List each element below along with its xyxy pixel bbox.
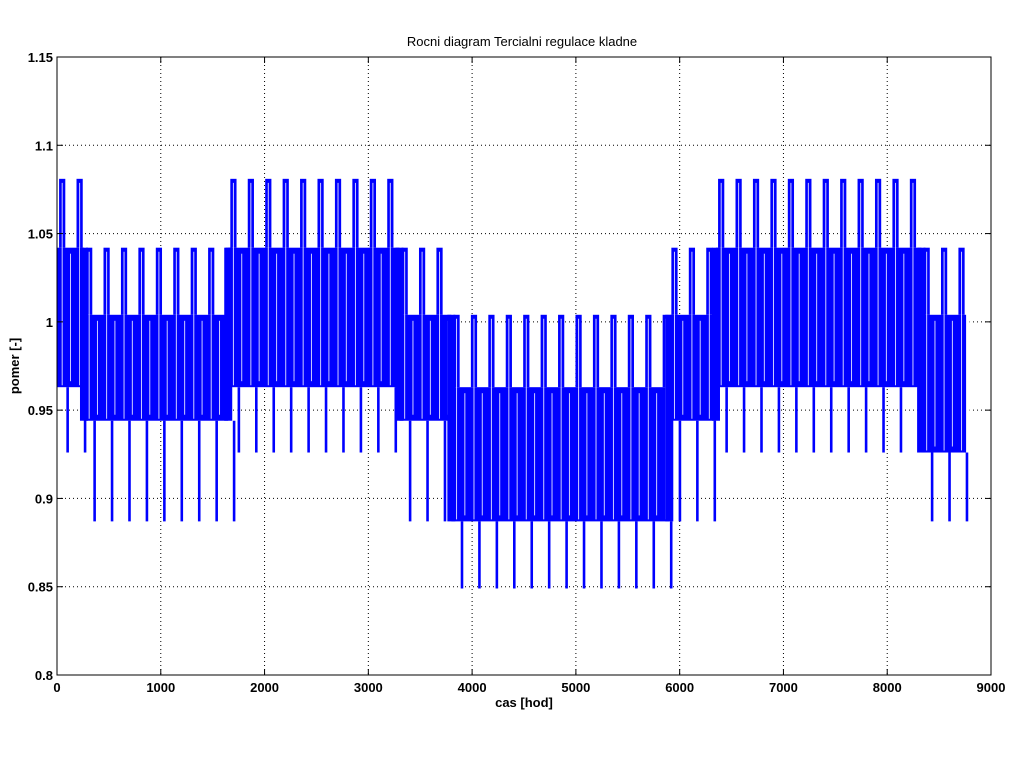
y-tick-label: 1 <box>46 315 53 330</box>
series-spike-down <box>342 387 345 453</box>
series-spike-down <box>652 521 656 589</box>
series-spike-down <box>512 521 516 589</box>
series-spike-down <box>272 387 276 453</box>
series-spike-down <box>426 420 429 522</box>
series-spike-down <box>530 521 534 589</box>
y-tick-label: 1.15 <box>28 50 53 65</box>
series-spike-down <box>965 452 969 522</box>
series-spike-down <box>899 387 903 453</box>
series-band <box>228 247 400 388</box>
series-spike-down <box>180 420 184 522</box>
series-spike-down <box>882 387 885 453</box>
series-spike-down <box>725 387 728 453</box>
series-spike-down <box>669 521 673 589</box>
series-spike-down <box>948 452 951 522</box>
y-tick-label: 1.1 <box>35 138 53 153</box>
series-spike-down <box>713 420 717 522</box>
series-spike-down <box>678 420 682 522</box>
x-tick-labels: 0 1000 2000 3000 4000 5000 6000 7000 8000 9000 <box>53 680 1005 695</box>
series-spike-down <box>145 420 149 522</box>
axis-ticks <box>56 56 992 676</box>
series-spike-down <box>812 387 816 453</box>
y-tick-label: 0.9 <box>35 491 53 506</box>
x-tick-label: 0 <box>53 680 60 695</box>
series-band <box>399 314 452 421</box>
series-spike-down <box>128 420 131 522</box>
series-spike-down <box>359 387 363 453</box>
series-spike-down <box>163 420 166 522</box>
series-spike-down <box>777 387 781 453</box>
series-band <box>451 387 670 522</box>
series-band <box>83 314 229 421</box>
series-spike-down <box>760 387 763 453</box>
series-spike-down <box>547 521 551 589</box>
series-spike-down <box>635 521 638 589</box>
series-spike-down <box>110 420 114 522</box>
series-spike-down <box>478 521 481 589</box>
x-tick-label: 3000 <box>354 680 383 695</box>
x-axis-title: cas [hod] <box>495 695 553 710</box>
x-tick-label: 4000 <box>458 680 487 695</box>
series-band <box>715 247 922 388</box>
series-spike-down <box>829 387 833 453</box>
series-spike-down <box>847 387 850 453</box>
x-tick-label: 8000 <box>873 680 902 695</box>
y-tick-label: 1.05 <box>28 227 53 242</box>
series-spike-down <box>255 387 258 453</box>
series-spike-down <box>377 387 380 453</box>
series-spike-down <box>66 387 69 453</box>
x-tick-label: 9000 <box>977 680 1006 695</box>
x-tick-label: 6000 <box>665 680 694 695</box>
series-spike-down <box>237 387 241 453</box>
series-spike-down <box>460 521 464 589</box>
series-spike-down <box>215 420 218 522</box>
series-spike-down <box>600 521 603 589</box>
y-tick-label: 0.95 <box>28 403 53 418</box>
series-spike-down <box>408 420 412 522</box>
series-band <box>669 314 716 421</box>
series-spike-down <box>93 420 96 522</box>
x-tick-label: 7000 <box>769 680 798 695</box>
x-tick-label: 5000 <box>561 680 590 695</box>
x-tick-label: 2000 <box>250 680 279 695</box>
series-spike-down <box>742 387 746 453</box>
chart-title: Rocni diagram Tercialni regulace kladne <box>407 34 637 49</box>
axes-box <box>56 56 992 676</box>
y-axis-title: pomer [-] <box>7 338 22 394</box>
series-spike-down <box>443 420 447 522</box>
series-spike-down <box>795 387 798 453</box>
x-tick-label: 1000 <box>146 680 175 695</box>
series-spike-down <box>495 521 499 589</box>
series-spike-down <box>232 420 236 522</box>
series-spike-down <box>289 387 293 453</box>
y-tick-label: 0.85 <box>28 580 53 595</box>
series-spike-down <box>930 452 934 522</box>
series-spike-down <box>307 387 310 453</box>
series-spike-down <box>696 420 699 522</box>
series-spike-down <box>864 387 868 453</box>
series-spike-down <box>582 521 586 589</box>
series-spike-down <box>324 387 328 453</box>
y-tick-labels: 0.8 0.85 0.9 0.95 1 1.05 1.1 1.15 <box>28 50 53 683</box>
series-pomer <box>57 178 971 589</box>
series-spike-down <box>197 420 201 522</box>
series-spike-down <box>617 521 621 589</box>
series-spike-down <box>565 521 568 589</box>
y-tick-label: 0.8 <box>35 668 53 683</box>
